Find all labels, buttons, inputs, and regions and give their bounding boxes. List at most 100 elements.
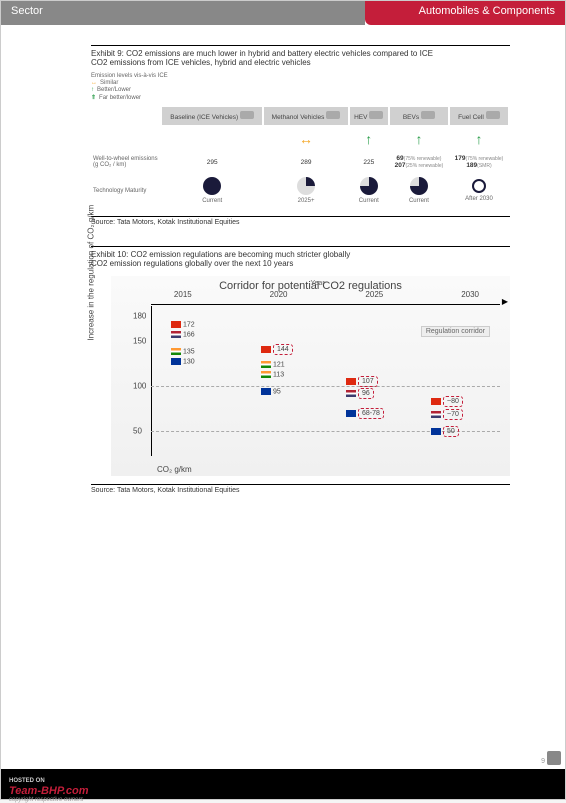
regulation-corridor-label: Regulation corridor	[421, 326, 490, 337]
legend-similar: ↔Similar	[91, 80, 510, 86]
footer-hosted: HOSTED ON	[9, 778, 45, 784]
exhibit10-title: Exhibit 10: CO2 emission regulations are…	[91, 246, 510, 259]
car-icon	[326, 111, 340, 119]
col-methanol: Methanol Vehicles	[263, 106, 348, 126]
flag-cn-icon	[346, 378, 356, 385]
flag-eu-icon	[171, 358, 181, 365]
y-axis-label: Increase in the regulation of CO₂ g/km	[87, 205, 96, 341]
dp-2015-cn: 172	[171, 321, 195, 328]
val-fc: 179(75% renewable)189(SMR)	[449, 151, 509, 173]
arrow-icon: ↔	[299, 131, 313, 147]
dp-2025-us: 96	[346, 388, 374, 399]
flag-us-icon	[171, 331, 181, 338]
flag-cn-icon	[261, 346, 271, 353]
exhibit-10: Exhibit 10: CO2 emission regulations are…	[91, 246, 510, 494]
legend-farbetter: ⇑Far better/lower	[91, 94, 510, 101]
col-fuelcell-label: Fuel Cell	[458, 114, 484, 121]
flag-eu-icon	[261, 388, 271, 395]
exhibit10-source: Source: Tata Motors, Kotak Institutional…	[91, 484, 510, 494]
val-bev: 69(75% renewable)207(25% renewable)	[389, 151, 449, 173]
col-bev-label: BEVs	[403, 114, 419, 121]
xtick-2020: 2020	[270, 290, 288, 299]
dp-value: ~70	[443, 409, 463, 420]
arrow-row: ↔ ↑ ↑ ↑	[91, 126, 509, 151]
emissions-table: Baseline (ICE Vehicles) Methanol Vehicle…	[91, 105, 510, 208]
arrow-icon: ↑	[415, 131, 422, 147]
footer-brand: Team-BHP.com	[9, 785, 88, 797]
flag-cn-icon	[171, 321, 181, 328]
dp-value: 130	[183, 358, 195, 365]
emissions-row: Well-to-wheel emissions (g CO₂ / km) 295…	[91, 151, 509, 173]
legend-better: ↑Better/Lower	[91, 87, 510, 93]
val-hev: 225	[349, 151, 389, 173]
flag-in-icon	[261, 371, 271, 378]
col-hev-label: HEV	[354, 114, 367, 121]
ytick-100: 100	[133, 382, 146, 391]
dp-value: 96	[358, 388, 374, 399]
dp-value: 135	[183, 348, 195, 355]
arrow-icon: ↑	[475, 131, 482, 147]
car-icon	[421, 111, 435, 119]
ytick-180: 180	[133, 312, 146, 321]
flag-us-icon	[431, 411, 441, 418]
dp-value: 95	[273, 388, 281, 395]
dp-2020-in2: 113	[261, 371, 284, 378]
mat-ice: Current	[161, 173, 263, 208]
mat-label: Current	[202, 198, 222, 204]
co2-axis-label: CO₂ g/km	[157, 465, 192, 474]
val-ice: 295	[161, 151, 263, 173]
arrow-icon: ↑	[365, 131, 372, 147]
zoom-icon[interactable]	[547, 751, 561, 765]
exhibit9-title: Exhibit 9: CO2 emissions are much lower …	[91, 45, 510, 58]
dp-2030-cn: ~80	[431, 396, 463, 407]
exhibit10-subtitle: CO2 emission regulations globally over t…	[91, 259, 510, 268]
col-methanol-label: Methanol Vehicles	[272, 114, 325, 121]
dp-2020-eu: 95	[261, 388, 281, 395]
row2-label: Technology Maturity	[91, 173, 161, 208]
gridline	[151, 386, 500, 387]
car-icon	[486, 111, 500, 119]
year-label: Year	[311, 280, 325, 287]
dp-value: 107	[358, 376, 378, 387]
dp-2030-us: ~70	[431, 409, 463, 420]
col-hev: HEV	[349, 106, 389, 126]
page: Sector Automobiles & Components Exhibit …	[0, 0, 566, 800]
footer: HOSTED ON Team-BHP.com copyright respect…	[1, 769, 565, 799]
mat-label: Current	[409, 198, 429, 204]
pie-75-icon	[410, 177, 428, 195]
x-axis	[151, 304, 500, 305]
page-number: 9	[541, 758, 545, 765]
mat-fc: After 2030	[449, 173, 509, 208]
dp-value: 172	[183, 321, 195, 328]
legend-similar-label: Similar	[100, 80, 118, 86]
dp-value: 166	[183, 331, 195, 338]
header-sector: Sector	[1, 1, 365, 25]
col-baseline-label: Baseline (ICE Vehicles)	[170, 114, 238, 121]
arrow-farbetter-icon: ⇑	[91, 94, 96, 101]
flag-cn-icon	[431, 398, 441, 405]
exhibit9-legend: Emission levels vis-à-vis ICE ↔Similar ↑…	[91, 73, 510, 101]
flag-eu-icon	[346, 410, 356, 417]
pie-75-icon	[360, 177, 378, 195]
flag-in-icon	[171, 348, 181, 355]
col-bev: BEVs	[389, 106, 449, 126]
maturity-row: Technology Maturity Current 2025+ Curren…	[91, 173, 509, 208]
pie-25-icon	[297, 177, 315, 195]
xtick-2030: 2030	[461, 290, 479, 299]
xtick-2025: 2025	[365, 290, 383, 299]
header-category: Automobiles & Components	[365, 1, 565, 25]
legend-farbetter-label: Far better/lower	[99, 95, 141, 101]
exhibit-9: Exhibit 9: CO2 emissions are much lower …	[91, 45, 510, 226]
dp-2020-cn: 144	[261, 344, 293, 355]
legend-title: Emission levels vis-à-vis ICE	[91, 73, 510, 79]
dp-value: 121	[273, 361, 285, 368]
table-header-row: Baseline (ICE Vehicles) Methanol Vehicle…	[91, 106, 509, 126]
dp-2030-eu: 50	[431, 426, 459, 437]
pie-full-icon	[203, 177, 221, 195]
flag-in-icon	[261, 361, 271, 368]
car-icon	[240, 111, 254, 119]
regulation-chart: Corridor for potential CO2 regulations I…	[111, 276, 510, 476]
pie-ring-icon	[472, 179, 486, 193]
mat-methanol: 2025+	[263, 173, 348, 208]
header: Sector Automobiles & Components	[1, 1, 565, 25]
